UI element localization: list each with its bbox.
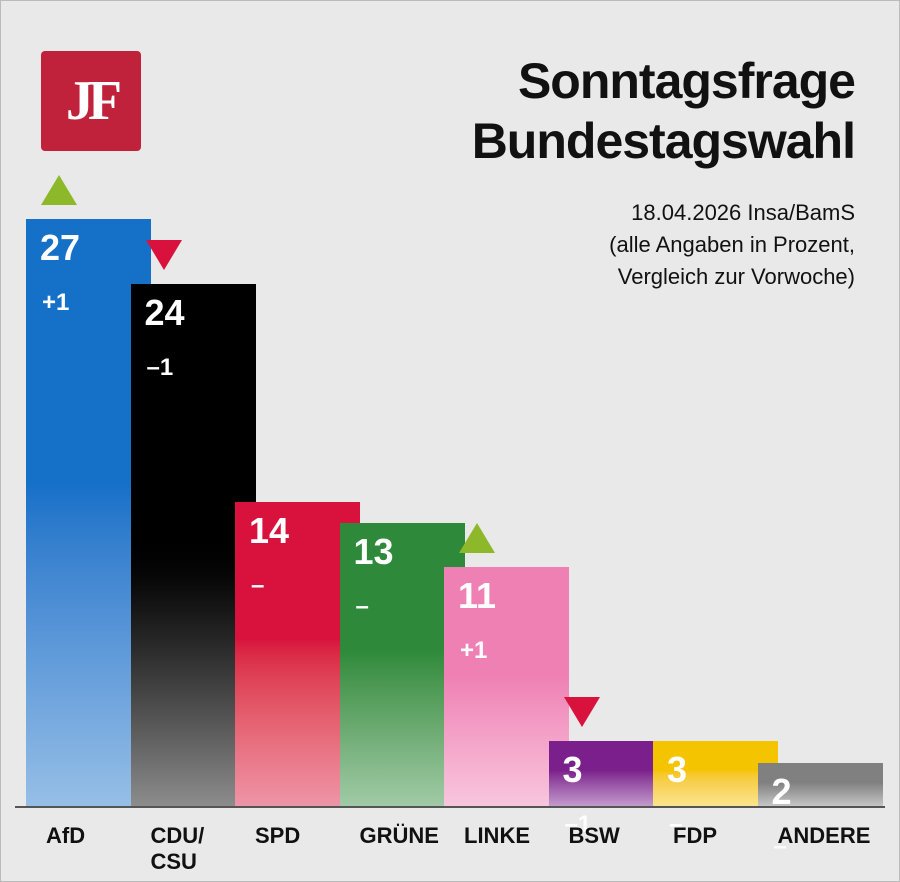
subtitle: 18.04.2026 Insa/BamS (alle Angaben in Pr… [609,197,855,293]
subtitle-line: Vergleich zur Vorwoche) [617,264,855,289]
up-arrow [459,522,495,553]
bar [548,740,674,806]
x-tick-label: FDP [673,823,717,848]
up-arrow [41,174,77,205]
x-tick-label: GRÜNE [359,823,439,848]
title-line: Bundestagswahl [471,113,856,169]
value-label: 13 [353,531,394,573]
x-tick-label: LINKE [464,823,530,848]
subtitle-line: 18.04.2026 Insa/BamS [631,200,855,225]
arrow-shape [563,696,600,727]
change-label: –1 [146,354,174,381]
change-label: – [669,810,683,838]
change-label: – [773,832,787,860]
down-arrow [145,240,182,270]
change-label: +1 [42,288,70,316]
bar [757,762,883,806]
value-label: 3 [667,748,688,790]
bar [130,284,256,806]
x-tick-label: BSW [568,823,620,848]
bar [26,218,151,806]
bar [339,523,465,806]
change-label: +1 [460,636,488,664]
value-label: 3 [562,748,583,790]
baseline [15,806,885,808]
change-label: – [355,593,369,621]
x-tick-label: AfD [46,823,86,848]
value-label: 14 [249,509,290,551]
logo: JF [41,51,141,151]
arrow-shape [145,240,182,270]
change-label: –1 [564,810,592,838]
arrow-shape [41,174,77,205]
x-tick-label: ANDERE [777,823,871,848]
change-label: – [251,571,265,599]
value-label: 27 [40,226,81,268]
value-label: 2 [771,770,792,812]
bar [653,740,778,806]
value-label: 11 [458,574,497,616]
bar [444,566,569,806]
down-arrow [563,696,600,727]
title-line: Sonntagsfrage [517,53,856,109]
arrow-shape [459,522,495,553]
bar [235,501,360,806]
x-tick-label: CDU/ CSU [150,823,205,874]
subtitle-line: (alle Angaben in Prozent, [609,232,855,257]
x-tick-label: SPD [255,823,301,848]
value-label: 24 [144,292,185,333]
chart-title: Sonntagsfrage Bundestagswahl [471,51,856,171]
